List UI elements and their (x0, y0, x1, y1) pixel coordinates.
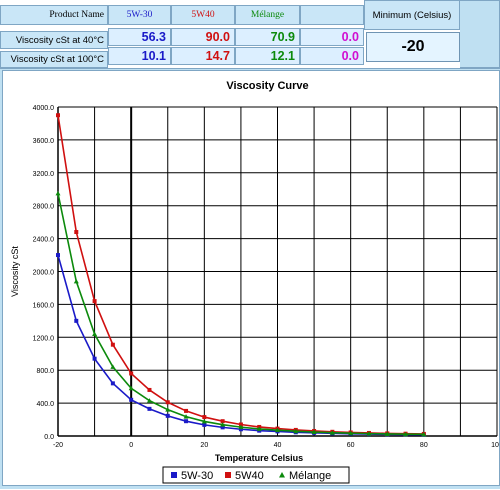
x-tick-label: -20 (53, 442, 63, 449)
product-name-label: Product Name (0, 5, 108, 25)
y-tick-label: 3200.0 (33, 171, 55, 178)
minimum-label: Minimum (Celsius) (364, 0, 460, 30)
data-point (238, 424, 244, 430)
y-tick-label: 2800.0 (33, 204, 55, 211)
data-point (293, 428, 299, 434)
visc40-melange[interactable]: 70.9 (235, 28, 300, 46)
x-tick-label: 40 (274, 442, 282, 449)
data-point (74, 318, 79, 323)
y-axis-label: Viscosity cSt (10, 246, 20, 297)
data-point (165, 413, 170, 418)
data-point (201, 418, 207, 424)
data-point (421, 431, 427, 437)
data-point (110, 381, 115, 386)
visc100-5w30[interactable]: 10.1 (108, 47, 171, 65)
data-point (56, 253, 60, 258)
legend-marker (225, 472, 231, 478)
legend-label: 5W40 (235, 470, 264, 482)
data-point (329, 430, 335, 435)
data-point (238, 427, 243, 432)
x-tick-label: 20 (200, 442, 208, 449)
x-tick-label: 60 (347, 442, 355, 449)
y-tick-label: 4000.0 (33, 105, 55, 112)
data-point (220, 422, 226, 427)
minimum-input[interactable]: -20 (366, 32, 460, 62)
data-point (202, 422, 207, 427)
data-point (55, 190, 61, 196)
x-tick-label: 80 (420, 442, 428, 449)
legend-label: 5W-30 (181, 470, 213, 482)
data-point (184, 419, 189, 424)
x-axis-label: Temperature Celsius (215, 453, 303, 463)
product-header-empty[interactable] (300, 5, 364, 25)
visc40-empty[interactable]: 0.0 (300, 28, 364, 46)
product-header-melange[interactable]: Mélange (235, 5, 300, 25)
y-tick-label: 0.0 (44, 434, 54, 441)
data-point (73, 278, 79, 284)
y-tick-label: 2400.0 (33, 237, 55, 244)
data-point (275, 427, 280, 433)
product-header-5w40[interactable]: 5W40 (171, 5, 235, 25)
data-point (202, 415, 207, 420)
data-point (220, 425, 225, 430)
data-point (74, 230, 79, 235)
legend-marker (171, 472, 177, 478)
data-point (110, 364, 116, 369)
data-point (128, 385, 134, 391)
y-tick-label: 800.0 (36, 368, 54, 375)
data-point (366, 431, 372, 436)
visc100-melange[interactable]: 12.1 (235, 47, 300, 65)
data-point (92, 299, 97, 304)
data-point (220, 419, 225, 424)
data-point (165, 400, 170, 405)
x-tick-label: 0 (129, 442, 133, 449)
data-point (129, 371, 134, 376)
visc100-5w40[interactable]: 14.7 (171, 47, 235, 65)
data-point (92, 356, 97, 361)
row-label-100c: Viscosity cSt at 100°C (0, 51, 108, 68)
y-tick-label: 1200.0 (33, 335, 55, 342)
table-filler (460, 0, 500, 68)
product-header-5w30[interactable]: 5W-30 (108, 5, 171, 25)
viscosity-chart: Viscosity Curve 0.0 400.0 800.0 1200.0 1600.0… (10, 80, 500, 484)
data-point (110, 342, 115, 347)
chart-title: Viscosity Curve (226, 80, 308, 92)
data-point (147, 406, 152, 411)
y-tick-label: 400.0 (36, 401, 54, 408)
data-point (311, 429, 317, 435)
data-point (92, 331, 98, 337)
y-tick-label: 1600.0 (33, 302, 55, 309)
data-point (146, 398, 152, 403)
data-point (348, 430, 354, 436)
y-tick-label: 2000.0 (33, 270, 55, 277)
data-point (147, 387, 152, 392)
x-tick-label: 100 (491, 442, 499, 449)
legend-marker (279, 472, 285, 478)
visc40-5w40[interactable]: 90.0 (171, 28, 235, 46)
legend-box (162, 466, 350, 484)
visc40-5w30[interactable]: 56.3 (108, 28, 171, 46)
visc100-empty[interactable]: 0.0 (300, 47, 364, 65)
data-point (238, 422, 243, 427)
data-point (184, 408, 189, 413)
data-point (403, 431, 409, 437)
data-point (183, 414, 189, 419)
row-label-40c: Viscosity cSt at 40°C (0, 31, 108, 49)
data-point (256, 426, 262, 431)
y-tick-label: 3600.0 (33, 138, 55, 145)
chart-area: Viscosity Curve 0.0 400.0 800.0 1200.0 1600.0… (2, 70, 500, 486)
legend-label: Mélange (289, 470, 331, 482)
data-point (165, 407, 171, 412)
data-point (384, 431, 390, 436)
data-point (56, 113, 60, 118)
data-point (129, 397, 134, 402)
